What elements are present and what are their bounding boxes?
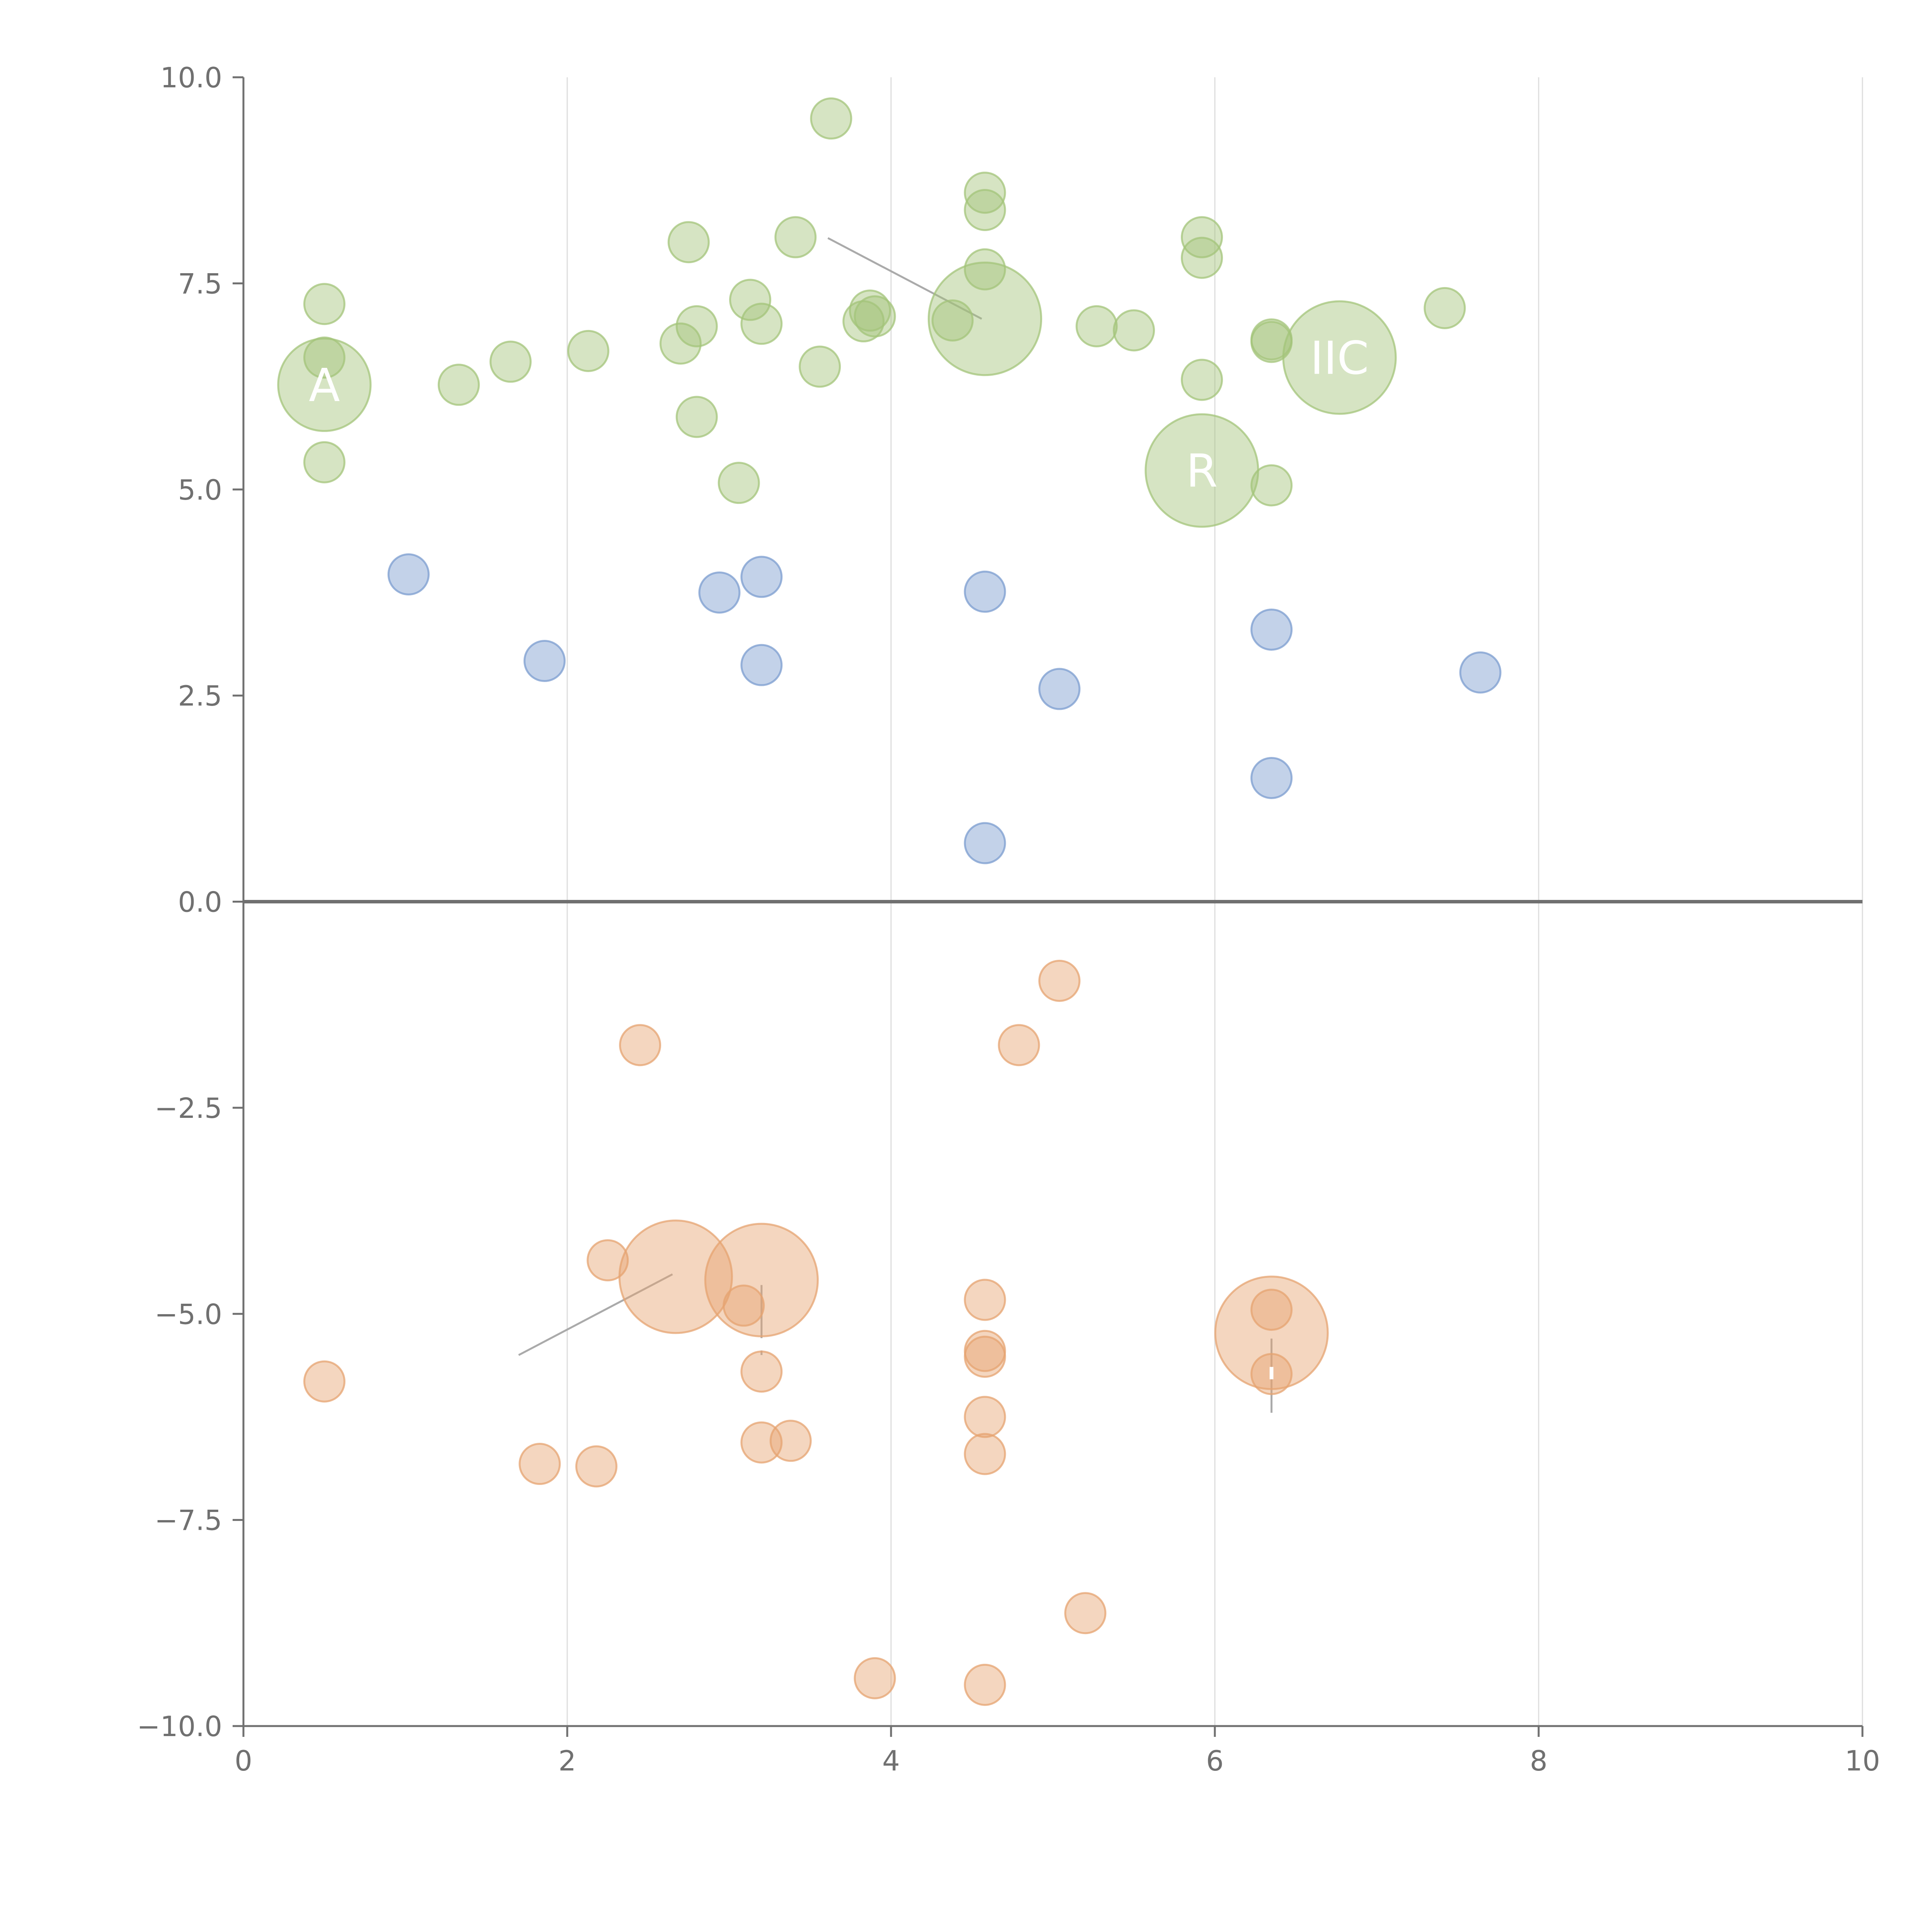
- orange-point: [964, 1335, 1006, 1378]
- green-point: [931, 299, 974, 342]
- green-point: [667, 221, 710, 264]
- y-tick-label: 7.5: [178, 267, 222, 300]
- blue-point: [964, 822, 1006, 864]
- y-tick-label: 2.5: [178, 680, 222, 712]
- orange-point: [1250, 1353, 1293, 1395]
- green-point: [842, 300, 885, 343]
- y-tick-label: 5.0: [178, 474, 222, 506]
- green-point: [1113, 309, 1155, 352]
- axes: 0 2 4 6 8 10 10.0 7.5 5.0 2.5 0.0 −2.5 −5.0 −7.5 −10.0: [137, 61, 1880, 1777]
- annotation-label: R: [1186, 444, 1218, 498]
- orange-point: [964, 1279, 1006, 1321]
- green-point: [1180, 236, 1223, 279]
- green-point: [964, 189, 1006, 231]
- orange-point: [1250, 1289, 1293, 1331]
- orange-point: [1214, 1276, 1329, 1390]
- green-point: [659, 322, 702, 365]
- blue-point: [1250, 757, 1293, 799]
- data-points: [277, 97, 1502, 1706]
- leader-line: [518, 1273, 673, 1356]
- orange-point: [964, 1433, 1006, 1475]
- y-tick-label: 0.0: [178, 886, 222, 918]
- blue-point: [387, 553, 430, 596]
- green-point: [964, 172, 1006, 214]
- blue-point: [740, 644, 783, 686]
- orange-point: [1038, 959, 1081, 1002]
- x-tick-label: 10: [1845, 1745, 1880, 1777]
- annotation-label: A: [309, 359, 340, 412]
- y-tick-label: 10.0: [160, 61, 222, 94]
- green-point: [489, 340, 532, 383]
- annotation-label: ': [755, 1329, 768, 1382]
- orange-point: [303, 1360, 345, 1403]
- orange-point: [575, 1445, 617, 1488]
- x-tick-label: 0: [235, 1745, 252, 1777]
- green-point: [1282, 300, 1397, 415]
- green-point: [437, 364, 480, 406]
- y-tick-label: −7.5: [155, 1504, 222, 1537]
- blue-point: [740, 556, 783, 598]
- orange-point: [769, 1420, 812, 1462]
- green-point: [729, 279, 771, 321]
- orange-point: [704, 1223, 819, 1337]
- green-point: [1423, 287, 1466, 329]
- green-point: [567, 330, 609, 372]
- green-point: [718, 462, 760, 504]
- annotation-labels: A IIC R ' ': [309, 331, 1369, 1411]
- blue-point: [1250, 608, 1293, 651]
- green-point: [675, 305, 718, 347]
- orange-point: [723, 1284, 765, 1327]
- green-point: [675, 396, 718, 438]
- blue-point: [698, 571, 741, 614]
- green-point: [740, 303, 783, 345]
- orange-point: [519, 1443, 561, 1485]
- blue-point: [523, 640, 566, 682]
- x-tick-label: 6: [1206, 1745, 1224, 1777]
- orange-point: [964, 1396, 1006, 1438]
- orange-point: [740, 1350, 783, 1393]
- green-point: [303, 283, 345, 325]
- green-point: [774, 216, 817, 259]
- orange-point: [854, 1657, 896, 1699]
- green-point: [1180, 359, 1223, 401]
- leader-line: [827, 237, 982, 320]
- green-point: [810, 97, 852, 140]
- x-tick-label: 8: [1530, 1745, 1548, 1777]
- y-tick-label: −10.0: [137, 1710, 222, 1743]
- green-point: [854, 295, 896, 338]
- orange-point: [1064, 1592, 1107, 1634]
- green-point: [277, 337, 372, 432]
- green-point: [799, 345, 841, 388]
- blue-point: [1038, 668, 1081, 710]
- leader-lines: [518, 237, 1273, 1413]
- green-point: [1250, 321, 1293, 363]
- blue-point: [1459, 651, 1502, 694]
- orange-point: [998, 1024, 1040, 1066]
- green-point: [303, 336, 345, 379]
- green-point: [303, 441, 345, 483]
- x-tick-label: 2: [558, 1745, 576, 1777]
- green-point: [849, 289, 891, 332]
- blue-point: [964, 570, 1006, 613]
- green-point: [927, 262, 1043, 376]
- orange-point: [618, 1219, 733, 1334]
- orange-point: [587, 1239, 629, 1282]
- green-point: [964, 248, 1006, 291]
- y-tick-label: −2.5: [155, 1092, 222, 1124]
- annotation-label: ': [1265, 1358, 1277, 1411]
- x-tick-label: 4: [882, 1745, 900, 1777]
- orange-point: [964, 1663, 1006, 1706]
- green-point: [1250, 464, 1293, 507]
- annotation-label: IIC: [1310, 331, 1369, 384]
- green-point: [1075, 305, 1118, 347]
- y-tick-label: −5.0: [155, 1298, 222, 1330]
- orange-point: [619, 1024, 662, 1066]
